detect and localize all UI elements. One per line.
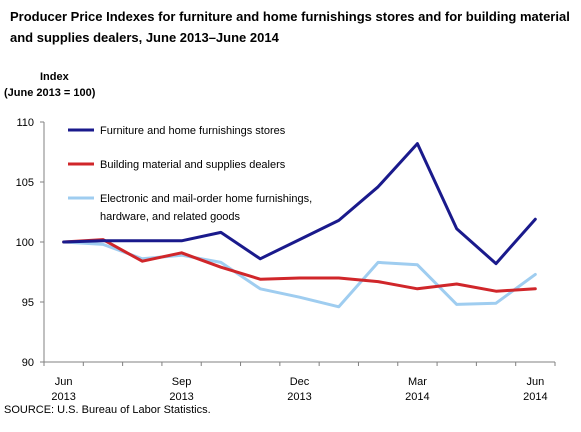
legend-label: Furniture and home furnishings stores — [100, 125, 286, 137]
x-tick-label-month: Dec — [290, 376, 310, 388]
x-tick-label-month: Jun — [526, 376, 544, 388]
series-line — [62, 142, 537, 266]
legend-label: Building material and supplies dealers — [100, 159, 286, 171]
x-tick-label-month: Jun — [55, 376, 73, 388]
y-axis-label-line2: (June 2013 = 100) — [4, 87, 96, 99]
source-note: SOURCE: U.S. Bureau of Labor Statistics. — [4, 404, 211, 416]
x-tick-label-year: 2014 — [523, 391, 547, 403]
y-tick-label: 105 — [16, 177, 34, 189]
y-tick-label: 100 — [16, 237, 34, 249]
x-tick-label-year: 2013 — [169, 391, 193, 403]
x-tick-label-month: Mar — [408, 376, 427, 388]
y-tick-label: 90 — [22, 357, 34, 369]
y-tick-label: 110 — [16, 117, 34, 129]
x-tick-label-year: 2013 — [51, 391, 75, 403]
legend-label: hardware, and related goods — [100, 211, 241, 223]
y-tick-label: 95 — [22, 297, 34, 309]
series-line — [62, 238, 537, 293]
series-line — [62, 240, 537, 309]
y-axis-label-line1: Index — [40, 71, 69, 83]
y-axis-label: Index (June 2013 = 100) — [4, 69, 95, 101]
chart-title: Producer Price Indexes for furniture and… — [10, 9, 570, 45]
x-tick-label-year: 2013 — [287, 391, 311, 403]
legend-label: Electronic and mail-order home furnishin… — [100, 193, 312, 205]
x-tick-label-month: Sep — [172, 376, 192, 388]
x-tick-label-year: 2014 — [405, 391, 429, 403]
